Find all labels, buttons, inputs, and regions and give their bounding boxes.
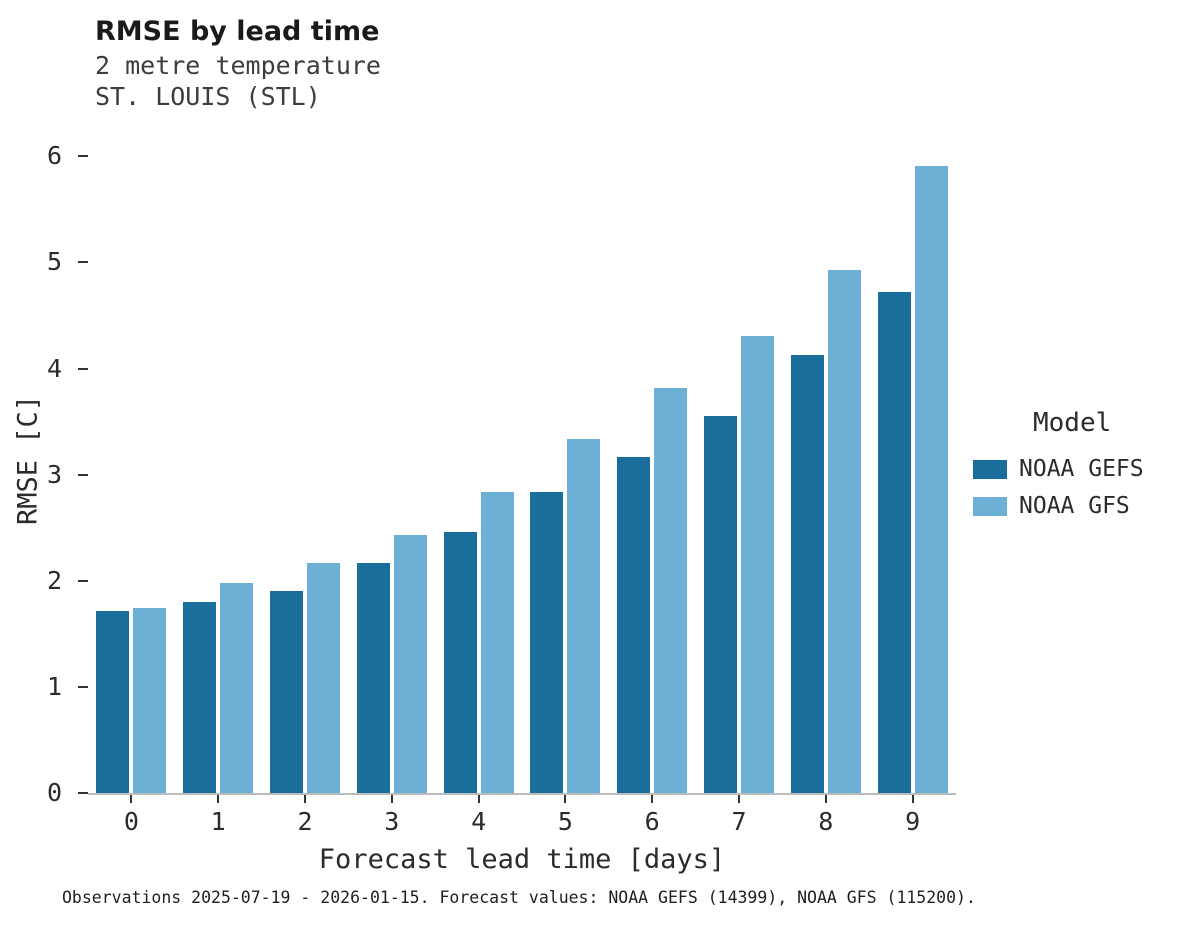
x-tick-mark	[738, 795, 740, 803]
x-tick-label: 8	[818, 807, 834, 836]
bar-group-lead-5	[522, 135, 609, 793]
legend-entry-gfs: NOAA GFS	[973, 493, 1144, 519]
x-tick-label: 3	[384, 807, 400, 836]
bar-noaa-gfs	[740, 335, 774, 793]
bar-group-lead-6	[609, 135, 696, 793]
chart-subtitle-variable: 2 metre temperature	[95, 51, 381, 80]
bar-noaa-gfs	[827, 269, 861, 793]
x-tick-label: 1	[210, 807, 226, 836]
bar-noaa-gefs	[443, 531, 477, 793]
y-tick-label: 5	[46, 247, 62, 277]
y-tick-label: 4	[46, 353, 62, 383]
bar-group-lead-1	[175, 135, 262, 793]
x-tick-mark	[390, 795, 393, 803]
y-tick-label: 2	[46, 565, 62, 595]
chart-subtitle-station: ST. LOUIS (STL)	[95, 82, 321, 111]
legend-label-gfs: NOAA GFS	[1019, 493, 1130, 519]
bar-group-lead-4	[435, 135, 522, 793]
y-tick-mark	[78, 473, 88, 476]
x-tick-mark	[130, 795, 133, 803]
x-tick-label: 7	[731, 807, 747, 836]
bar-noaa-gefs	[703, 416, 737, 793]
bar-noaa-gefs	[790, 354, 824, 793]
bar-group-lead-2	[262, 135, 349, 793]
y-tick-mark	[78, 155, 88, 158]
bar-noaa-gefs	[96, 610, 130, 793]
bar-noaa-gfs	[133, 608, 167, 793]
bar-noaa-gfs	[306, 562, 340, 793]
bar-group-lead-9	[869, 135, 956, 793]
chart-subtitle: 2 metre temperature ST. LOUIS (STL)	[95, 50, 381, 112]
x-tick-mark	[911, 795, 914, 803]
y-tick-mark	[78, 367, 88, 370]
x-tick-mark	[477, 795, 480, 803]
bar-noaa-gefs	[530, 491, 564, 793]
x-tick-label: 5	[557, 807, 573, 836]
y-tick-label: 0	[46, 778, 62, 807]
chart-title: RMSE by lead time	[95, 16, 380, 47]
legend-entry-gefs: NOAA GEFS	[973, 456, 1144, 482]
x-tick-mark	[304, 795, 306, 803]
bar-group-lead-3	[348, 135, 435, 793]
y-tick-label: 1	[46, 671, 62, 701]
bar-group-lead-0	[88, 135, 175, 793]
legend-label-gefs: NOAA GEFS	[1019, 456, 1144, 482]
bar-noaa-gefs	[617, 456, 651, 793]
x-tick-label: 9	[905, 807, 921, 836]
legend-title: Model	[1033, 408, 1112, 438]
bar-noaa-gefs	[269, 591, 303, 793]
x-tick-mark	[824, 795, 827, 803]
bar-group-lead-7	[696, 135, 783, 793]
legend-swatch-gefs	[973, 459, 1007, 479]
bar-noaa-gfs	[654, 387, 688, 793]
legend-swatch-gfs	[973, 496, 1007, 516]
x-tick-mark	[651, 795, 654, 803]
x-axis-label: Forecast lead time [days]	[318, 844, 726, 875]
bar-noaa-gfs	[914, 165, 948, 793]
bar-noaa-gfs	[480, 491, 514, 793]
caption-note: Observations 2025-07-19 - 2026-01-15. Fo…	[62, 888, 976, 907]
plot-area: 0 1 2 3 4 5 6 7 8 9 0 1 2 3 4 5 6	[47, 135, 956, 836]
x-tick-label: 0	[123, 807, 139, 836]
y-tick-mark	[78, 261, 88, 264]
bar-noaa-gfs	[393, 535, 427, 793]
y-tick-mark	[78, 579, 88, 582]
bar-noaa-gefs	[877, 292, 911, 793]
y-tick-label: 6	[46, 141, 62, 171]
x-tick-mark	[564, 795, 567, 803]
x-tick-label: 2	[297, 807, 313, 836]
bar-noaa-gfs	[567, 438, 601, 793]
y-tick-mark	[78, 792, 88, 794]
x-tick-label: 6	[644, 807, 660, 836]
bar-noaa-gefs	[356, 562, 390, 793]
legend: Model NOAA GEFS NOAA GFS	[973, 408, 1144, 530]
y-tick-label: 3	[46, 459, 62, 489]
x-tick-label: 4	[471, 807, 487, 836]
x-tick-mark	[217, 795, 220, 803]
bar-noaa-gefs	[183, 602, 217, 793]
y-tick-mark	[78, 685, 88, 688]
bar-noaa-gfs	[220, 582, 254, 793]
bar-group-lead-8	[782, 135, 869, 793]
bars-container	[88, 135, 956, 793]
